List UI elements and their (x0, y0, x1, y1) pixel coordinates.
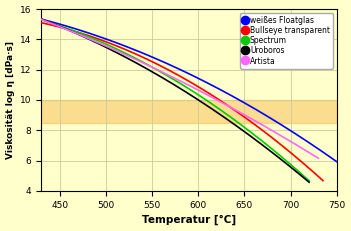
X-axis label: Temperatur [°C]: Temperatur [°C] (142, 215, 236, 225)
Y-axis label: Viskosität log η [dPa·s]: Viskosität log η [dPa·s] (6, 41, 14, 159)
Legend: weißes Floatglas, Bullseye transparent, Spectrum, Uroboros, Artista: weißes Floatglas, Bullseye transparent, … (240, 13, 333, 69)
Bar (41, 100, 337, 123)
